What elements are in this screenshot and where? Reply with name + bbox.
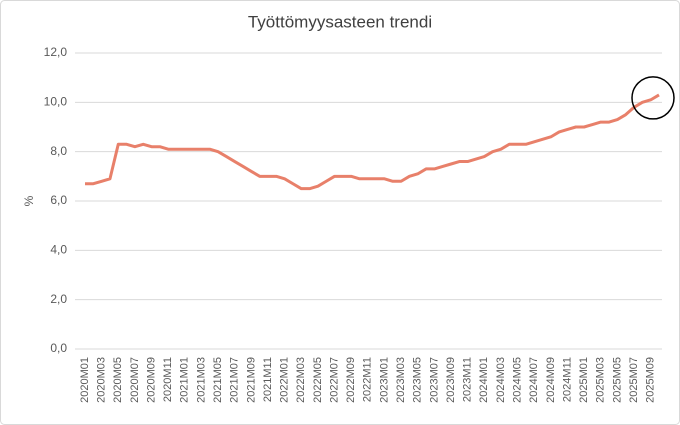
x-tick-label: 2023M07 — [428, 357, 440, 403]
x-tick-label: 2022M03 — [295, 357, 307, 403]
x-tick-label: 2021M09 — [245, 357, 257, 403]
y-tick-label: 6,0 — [50, 193, 67, 207]
x-tick-label: 2023M01 — [378, 357, 390, 403]
x-tick-label: 2020M05 — [112, 357, 124, 403]
y-tick-label: 8,0 — [50, 144, 67, 158]
x-tick-label: 2023M05 — [412, 357, 424, 403]
x-tick-label: 2021M03 — [195, 357, 207, 403]
x-tick-label: 2020M11 — [162, 357, 174, 402]
x-tick-label: 2021M01 — [179, 357, 191, 403]
x-tick-label: 2024M01 — [478, 357, 490, 403]
highlight-circle — [631, 76, 675, 120]
y-tick-label: 0,0 — [50, 341, 67, 355]
x-tick-label: 2021M07 — [229, 357, 241, 403]
x-tick-label: 2020M03 — [96, 357, 108, 403]
y-axis-label: % — [22, 195, 36, 206]
x-tick-label: 2020M01 — [79, 357, 91, 403]
x-tick-label: 2023M09 — [445, 357, 457, 403]
x-tick-label: 2025M01 — [578, 357, 590, 403]
x-tick-label: 2025M05 — [611, 357, 623, 403]
x-tick-label: 2023M11 — [462, 357, 474, 402]
y-tick-label: 10,0 — [44, 95, 68, 109]
x-tick-label: 2025M07 — [628, 357, 640, 403]
x-tick-label: 2023M03 — [395, 357, 407, 403]
x-tick-label: 2024M11 — [561, 357, 573, 402]
x-tick-label: 2022M09 — [345, 357, 357, 403]
x-tick-label: 2025M09 — [645, 357, 657, 403]
y-tick-label: 4,0 — [50, 243, 67, 257]
x-tick-label: 2024M09 — [545, 357, 557, 403]
x-tick-label: 2021M11 — [262, 357, 274, 402]
x-tick-label: 2024M07 — [528, 357, 540, 403]
x-tick-label: 2022M07 — [328, 357, 340, 403]
x-tick-label: 2022M05 — [312, 357, 324, 403]
x-tick-label: 2020M09 — [145, 357, 157, 403]
x-tick-label: 2024M05 — [511, 357, 523, 403]
x-tick-label: 2020M07 — [129, 357, 141, 403]
y-tick-label: 12,0 — [44, 45, 68, 59]
x-tick-label: 2021M05 — [212, 357, 224, 403]
chart-title: Työttömyysasteen trendi — [248, 12, 432, 31]
line — [85, 93, 660, 191]
y-tick-label: 2,0 — [50, 292, 67, 306]
x-tick-label: 2025M03 — [595, 357, 607, 403]
x-tick-label: 2022M11 — [362, 357, 374, 402]
x-tick-label: 2022M01 — [279, 357, 291, 403]
x-tick-label: 2024M03 — [495, 357, 507, 403]
